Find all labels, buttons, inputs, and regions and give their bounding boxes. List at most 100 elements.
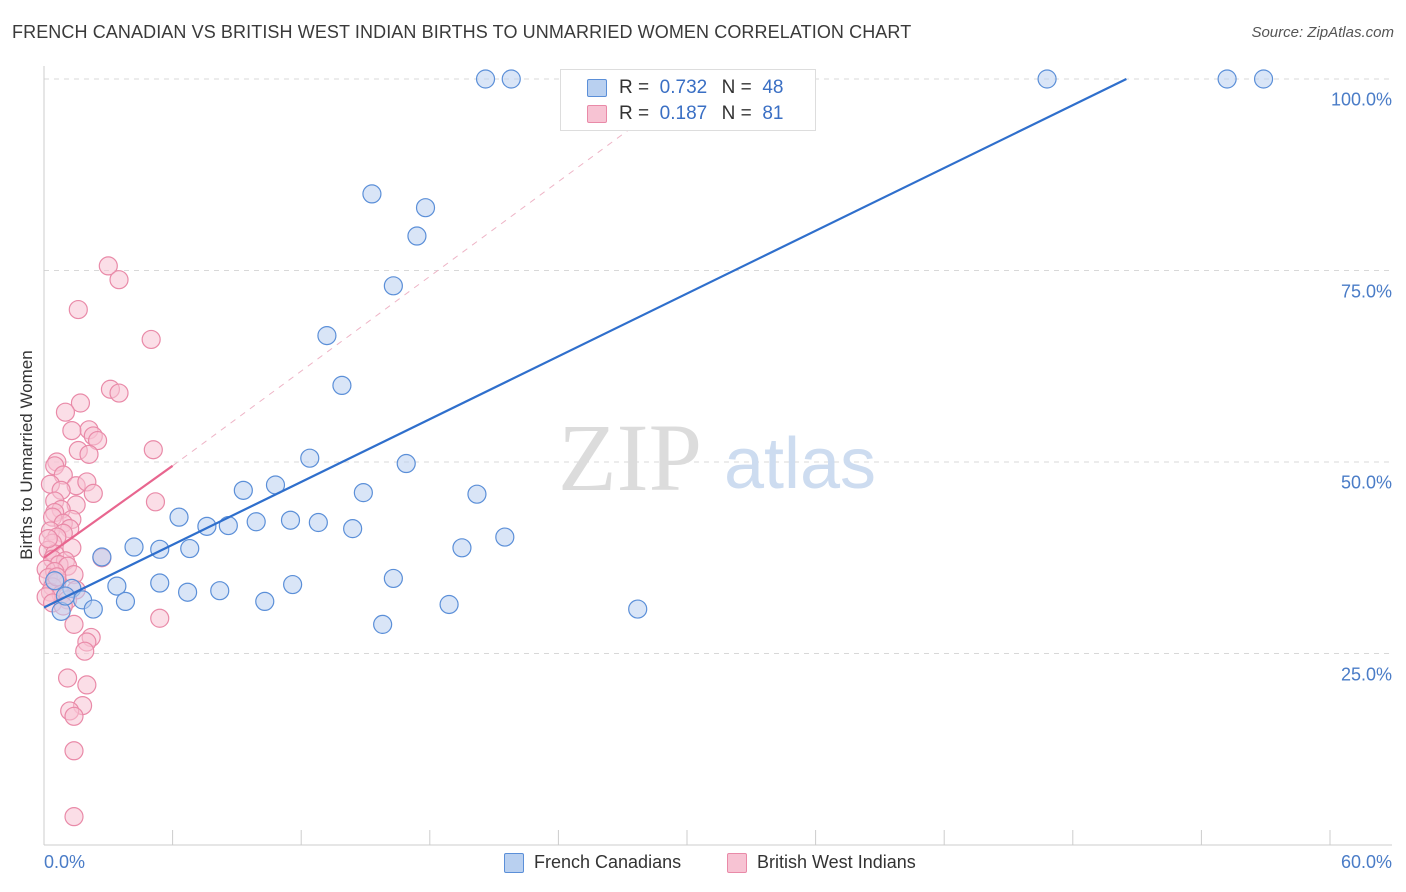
british-west-indians-points: [36, 256, 170, 827]
trend-lines: [43, 78, 1127, 609]
french-canadians-point-6: [362, 184, 382, 204]
british-west-indians-point-14: [79, 444, 99, 464]
french-canadians-point-11: [332, 375, 352, 395]
n-label: N =: [721, 77, 752, 98]
source-label: Source: ZipAtlas.com: [1251, 24, 1394, 41]
french-canadians-point-31: [383, 568, 403, 589]
french-canadians-point-19: [246, 512, 266, 532]
british-west-indians-point-63: [77, 675, 97, 695]
british-west-indians-point-61: [75, 641, 95, 661]
french-canadians-point-1: [501, 69, 521, 89]
french-canadians-point-10: [317, 326, 337, 346]
legend-item-french-canadians[interactable]: French Canadians: [504, 852, 681, 873]
french-canadians-point-12: [300, 448, 320, 468]
x-tick-max: 60.0%: [1340, 852, 1392, 872]
n-value: 48: [762, 77, 784, 98]
british-west-indians-point-58: [64, 614, 84, 634]
french-canadians-point-21: [308, 512, 328, 533]
french-canadians-point-40: [255, 591, 275, 612]
y-tick-label-1: 50.0%: [1340, 472, 1392, 493]
french-canadians-point-28: [150, 539, 170, 559]
y-tick-label-0: 25.0%: [1340, 664, 1392, 684]
n-label: N =: [721, 103, 752, 124]
legend-row-french-canadians: R = 0.732 N = 48: [587, 76, 783, 100]
french-canadians-point-23: [343, 519, 363, 539]
watermark-zip: ZIP: [558, 404, 702, 511]
x-tick-min: 0.0%: [44, 852, 86, 872]
pink-swatch-icon: [587, 105, 607, 123]
french-canadians-point-42: [83, 599, 103, 619]
y-axis-label: Births to Unmarried Women: [17, 350, 36, 560]
french-canadians-point-22: [218, 515, 238, 536]
british-west-indians-point-68: [64, 807, 84, 827]
french-canadians-point-7: [415, 198, 436, 218]
french-canadians-point-32: [150, 573, 170, 593]
british-west-indians-point-11: [87, 430, 108, 451]
british-west-indians-point-25: [145, 492, 166, 512]
british-west-indians-point-69: [38, 528, 58, 549]
british-west-indians-point-1: [109, 270, 129, 290]
french-canadians-point-8: [407, 226, 427, 246]
british-west-indians-point-6: [55, 402, 76, 422]
r-label: R =: [619, 103, 650, 124]
axis-layer: [43, 66, 1392, 846]
french-canadians-point-20: [280, 510, 301, 530]
french-canadians-point-45: [373, 614, 393, 634]
british-west-indians-point-0: [98, 256, 118, 276]
r-value: 0.187: [659, 103, 708, 124]
french-canadians-point-29: [180, 538, 200, 559]
french-canadians-point-24: [197, 516, 217, 536]
y-tick-label-2: 75.0%: [1340, 281, 1392, 301]
french-canadians-point-33: [283, 574, 303, 595]
british-west-indians-point-57: [150, 608, 170, 628]
british-west-indians-point-2: [68, 299, 88, 320]
watermark-atlas: atlas: [724, 424, 876, 504]
french-canadians-point-15: [353, 483, 373, 503]
british-west-indians-point-7: [109, 383, 129, 403]
british-west-indians-point-62: [57, 668, 78, 688]
french-canadians-point-4: [1217, 69, 1237, 89]
pink-square-icon: [727, 852, 747, 873]
british-west-indians-point-22: [83, 483, 103, 504]
blue-swatch-icon: [587, 79, 607, 97]
french-canadians-point-30: [92, 547, 112, 567]
french-canadians-point-25: [495, 527, 515, 547]
french-canadians-point-14: [467, 484, 487, 504]
chart-title: FRENCH CANADIAN VS BRITISH WEST INDIAN B…: [12, 22, 912, 42]
french-canadians-point-9: [383, 276, 403, 296]
french-canadians-point-0: [475, 69, 496, 89]
french-canadians-point-18: [169, 507, 189, 527]
british-west-indians-trend-extension: [172, 78, 699, 467]
grid-layer: [44, 78, 1392, 654]
french-canadians-point-46: [45, 571, 65, 591]
french-canadians-point-27: [124, 537, 144, 557]
french-canadians-point-39: [115, 591, 136, 612]
n-value: 81: [762, 103, 784, 124]
legend-item-british-west-indians[interactable]: British West Indians: [727, 852, 916, 873]
r-value: 0.732: [659, 77, 708, 98]
british-west-indians-point-9: [62, 420, 82, 441]
blue-square-icon: [504, 852, 524, 873]
french-canadians-points: [45, 69, 1274, 634]
legend-label: British West Indians: [757, 852, 916, 872]
series-legend: French Canadians British West Indians: [0, 852, 1406, 876]
french-canadians-point-35: [210, 581, 230, 601]
british-west-indians-point-5: [70, 393, 91, 413]
french-canadians-point-43: [628, 599, 648, 619]
french-canadians-point-3: [1037, 69, 1057, 89]
british-west-indians-point-13: [143, 440, 163, 460]
french-canadians-point-36: [178, 582, 198, 602]
british-west-indians-point-67: [64, 741, 84, 761]
french-canadians-point-13: [396, 453, 416, 474]
french-canadians-point-34: [107, 576, 127, 596]
french-canadians-point-26: [452, 538, 472, 558]
watermark: ZIP atlas: [558, 404, 876, 511]
french-canadians-point-5: [1253, 69, 1274, 89]
british-west-indians-point-66: [64, 706, 84, 726]
legend-label: French Canadians: [534, 852, 682, 872]
stats-legend: R = 0.732 N = 48 R = 0.187 N = 81: [560, 69, 816, 131]
french-canadians-point-41: [439, 594, 459, 615]
french-canadians-trend-line: [43, 78, 1127, 609]
y-tick-label-3: 100.0%: [1330, 89, 1392, 110]
